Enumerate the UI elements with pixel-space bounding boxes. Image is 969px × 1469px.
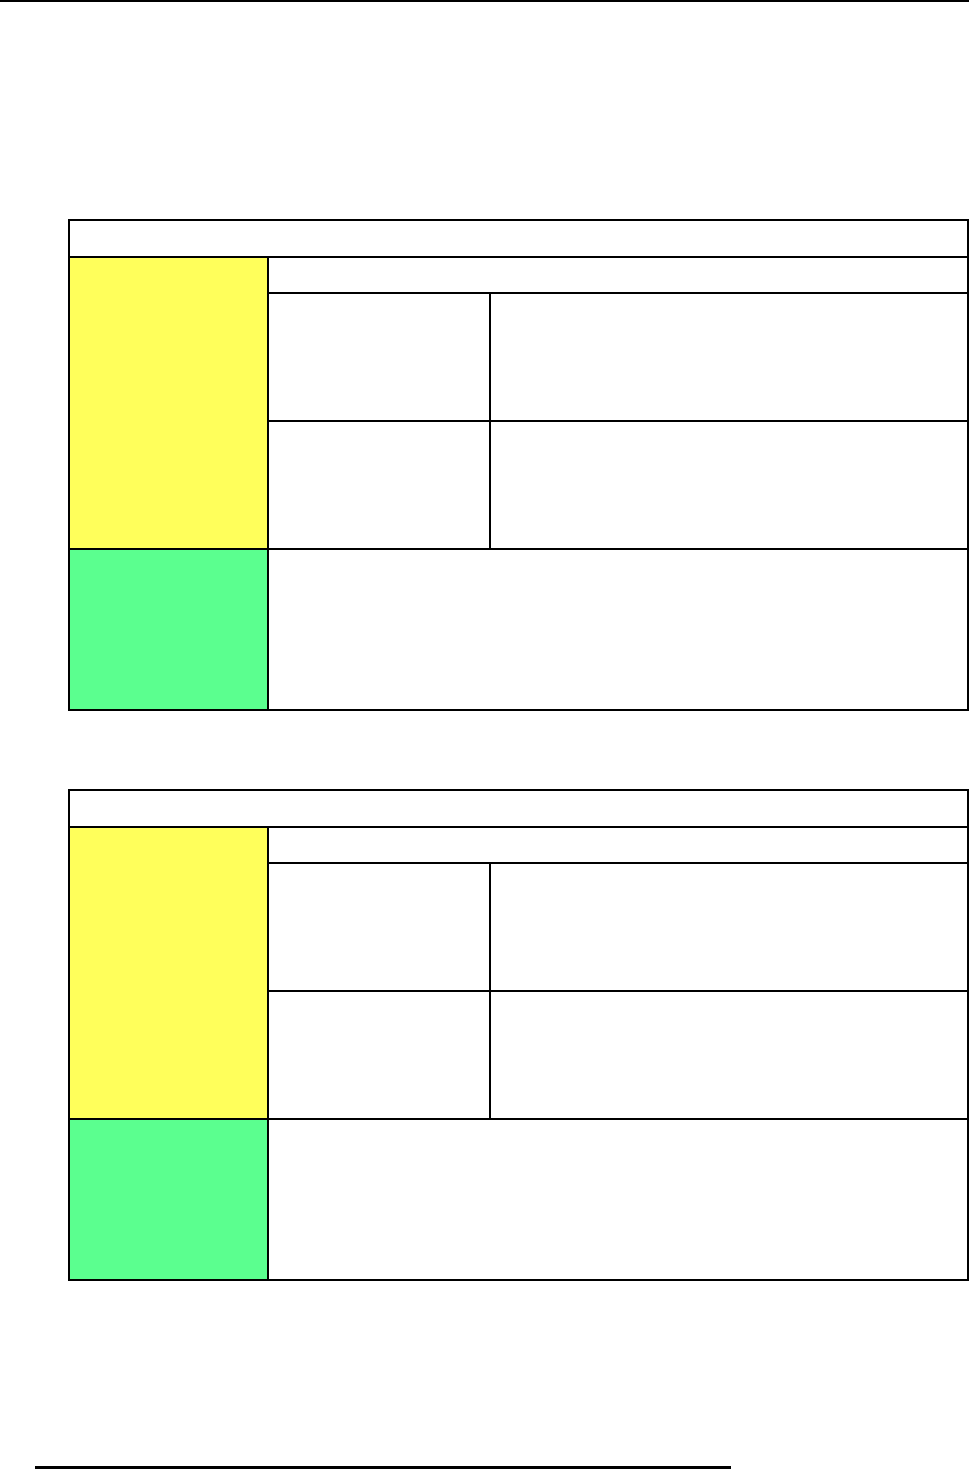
row2-key-cell [267, 420, 491, 550]
label-cell-top [68, 826, 269, 1120]
label-cell-bottom [68, 1118, 269, 1281]
row1-key-cell [267, 292, 491, 422]
row2-value-cell [489, 420, 969, 550]
row2-value-cell [489, 990, 969, 1120]
notes-cell [267, 1118, 969, 1281]
label-cell-top [68, 256, 269, 550]
table-title-row [68, 219, 969, 258]
subheader-row [267, 256, 969, 294]
row1-value-cell [489, 862, 969, 992]
row2-key-cell [267, 990, 491, 1120]
label-cell-bottom [68, 548, 269, 711]
row1-key-cell [267, 862, 491, 992]
header-rule [0, 0, 969, 2]
notes-cell [267, 548, 969, 711]
table-title-row [68, 789, 969, 828]
row1-value-cell [489, 292, 969, 422]
subheader-row [267, 826, 969, 864]
footer-rule [35, 1466, 731, 1469]
